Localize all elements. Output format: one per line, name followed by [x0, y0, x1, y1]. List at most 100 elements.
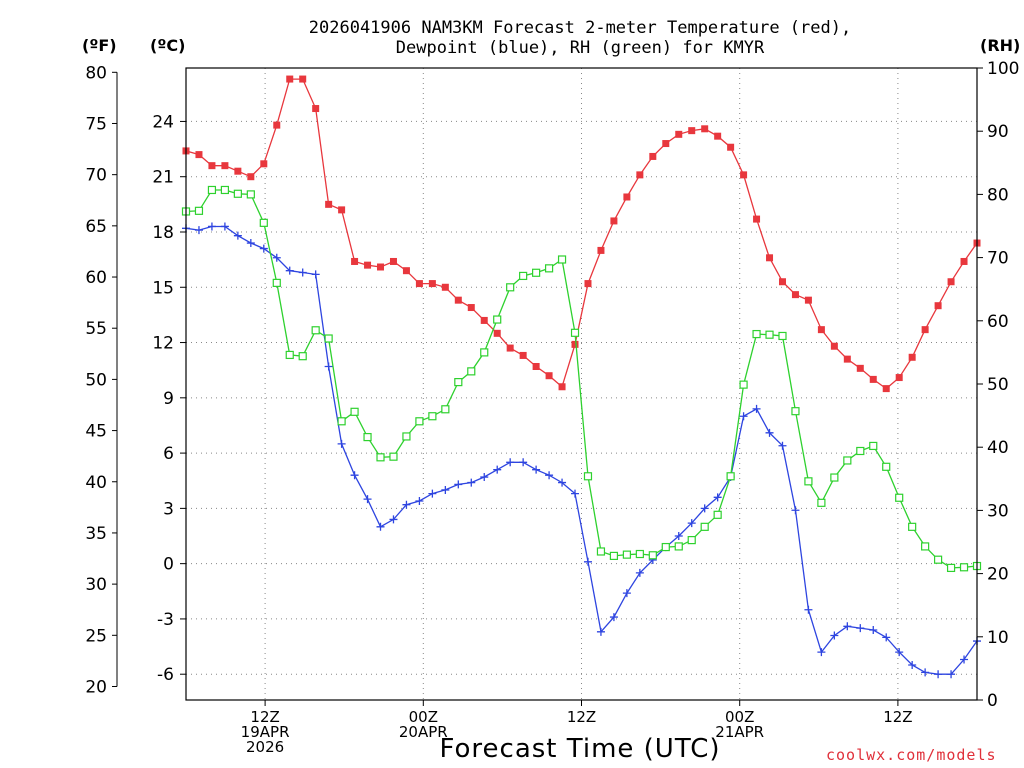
2-meter-temperature-point: [234, 167, 242, 175]
rh-point: [946, 563, 956, 573]
rh-point: [402, 432, 411, 441]
fahrenheit-unit-label: (ºF): [82, 36, 117, 55]
2-meter-temperature-point: [454, 296, 462, 304]
rh-point: [324, 334, 333, 343]
2-meter-temperature-point: [208, 162, 216, 170]
rh-point: [959, 563, 969, 572]
2-meter-temperature-point: [195, 151, 203, 159]
rh-point: [687, 536, 696, 545]
dewpoint-point: [389, 515, 398, 524]
rh-point: [908, 522, 917, 531]
rh-point: [467, 367, 476, 376]
grid: [186, 68, 977, 700]
x-tick-label: 12Z: [567, 708, 596, 726]
2-meter-temperature-point: [934, 302, 942, 310]
rh-point: [259, 218, 268, 227]
dewpoint-point: [233, 231, 242, 240]
rh-point: [739, 380, 748, 389]
rh-point: [674, 542, 683, 551]
2-meter-temperature-point: [364, 261, 372, 269]
2-meter-temperature-point: [273, 121, 281, 129]
2-meter-temperature-point: [830, 342, 838, 350]
dewpoint-point: [337, 439, 346, 448]
2-meter-temperature-point: [869, 375, 877, 383]
fahrenheit-tick-label: 75: [85, 114, 107, 134]
rh-point: [869, 441, 878, 451]
2-meter-temperature-point: [649, 152, 657, 160]
dewpoint-point: [830, 631, 839, 640]
2-meter-temperature-point: [921, 326, 929, 334]
series-layer: [181, 75, 982, 679]
rh-point: [856, 446, 865, 456]
2-meter-temperature-point: [312, 105, 320, 113]
2-meter-temperature-point: [662, 140, 670, 148]
x-tick-label: 20APR: [399, 723, 448, 741]
dewpoint-point: [519, 458, 528, 467]
2-meter-temperature-point: [480, 316, 488, 324]
rh-point: [376, 453, 385, 462]
dewpoint-point: [480, 473, 489, 482]
2-meter-temperature-point: [753, 215, 761, 223]
rh-point: [194, 206, 204, 215]
x-tick-label: 00Z: [725, 708, 754, 726]
rh-point: [480, 348, 489, 357]
celsius-unit-label: (ºC): [150, 36, 186, 55]
x-tick-label: 21APR: [715, 723, 764, 741]
2-meter-temperature-point: [325, 200, 333, 208]
fahrenheit-tick-label: 40: [85, 473, 107, 493]
dewpoint-point: [454, 480, 463, 489]
2-meter-temperature-point: [221, 162, 229, 170]
2-meter-temperature-point: [740, 171, 748, 179]
dewpoint-point: [246, 239, 255, 248]
rh-point: [532, 268, 541, 277]
dewpoint-point: [635, 568, 644, 577]
rh-point: [635, 549, 644, 559]
dewpoint-point: [960, 655, 969, 664]
2-meter-temperature-point: [817, 326, 825, 334]
rh-point: [921, 542, 930, 551]
2-meter-temperature-point: [947, 278, 955, 286]
rh-point: [726, 472, 735, 481]
2-meter-temperature-point: [623, 193, 631, 201]
2-meter-temperature-point: [597, 246, 605, 254]
dewpoint-point: [843, 622, 852, 631]
fahrenheit-tick-label: 65: [85, 217, 107, 237]
rh-tick-label: 100: [987, 59, 1019, 79]
dewpoint-point: [285, 266, 294, 275]
fahrenheit-tick-label: 45: [85, 422, 107, 442]
rh-tick-label: 40: [987, 438, 1009, 458]
x-tick-label: 12Z: [250, 708, 279, 726]
2-meter-temperature-point: [389, 257, 397, 265]
dewpoint-point: [596, 627, 605, 636]
rh-point: [570, 328, 580, 337]
dewpoint-point: [324, 362, 333, 371]
dewpoint-point: [804, 605, 813, 614]
2-meter-temperature-point: [882, 385, 890, 393]
2-meter-temperature-point: [415, 280, 423, 288]
dewpoint-point: [817, 648, 826, 657]
rh-point: [246, 190, 255, 199]
rh-point: [895, 493, 904, 502]
x-tick-label: 2026: [246, 738, 284, 756]
dewpoint-point: [622, 589, 631, 598]
2-meter-temperature-point: [571, 340, 579, 348]
dewpoint-point: [415, 497, 424, 506]
rh-point: [843, 456, 852, 465]
2-meter-temperature-point: [441, 283, 449, 291]
rh-point: [882, 462, 891, 471]
fahrenheit-tick-label: 70: [85, 166, 107, 186]
fahrenheit-tick-label: 55: [85, 319, 107, 339]
2-meter-temperature-point: [610, 217, 618, 225]
2-meter-temperature-point: [895, 374, 903, 382]
rh-point: [583, 472, 593, 481]
x-axis-label: Forecast Time (UTC): [439, 734, 721, 764]
rh-point: [389, 452, 398, 461]
dewpoint-point: [856, 624, 865, 633]
dewpoint-point: [220, 222, 229, 231]
fahrenheit-tick-label: 25: [85, 626, 107, 646]
2-meter-temperature-point: [675, 130, 683, 138]
rh-point: [207, 185, 217, 195]
2-meter-temperature-point: [558, 383, 566, 391]
2-meter-temperature-point: [377, 263, 385, 271]
dewpoint-point: [882, 633, 891, 642]
